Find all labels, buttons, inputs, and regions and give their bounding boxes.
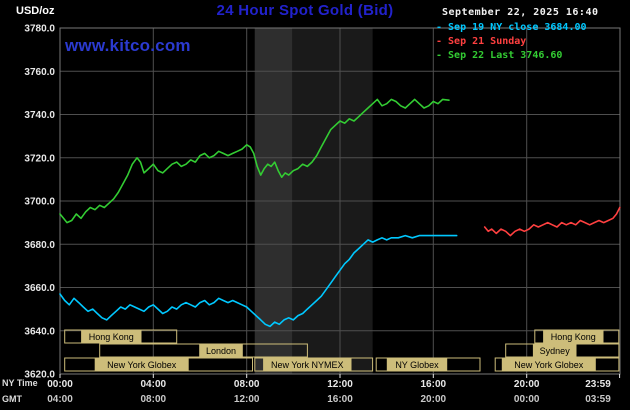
x-tick-label-ny: 04:00: [141, 379, 167, 390]
session-label-chip: [543, 330, 604, 343]
session-box: [534, 329, 620, 344]
session-label: Sydney: [540, 346, 571, 356]
session-box: [99, 343, 308, 358]
session-label-chip: [386, 358, 448, 371]
x-tick-label-gmt: 08:00: [141, 394, 167, 405]
session-label-chip: [532, 344, 577, 357]
session-label: Hong Kong: [89, 332, 134, 342]
x-tick-label-gmt: 03:59: [585, 394, 611, 405]
y-tick-label: 3720.0: [24, 153, 55, 164]
legend-item-sep19: - Sep 19 NY close 3684.00: [436, 22, 587, 33]
gmt-axis-label: GMT: [2, 394, 22, 404]
session-label-chip: [81, 330, 142, 343]
y-tick-label: 3780.0: [24, 24, 55, 35]
session-label: London: [206, 346, 236, 356]
session-label: NY Globex: [395, 360, 439, 370]
session-box: [64, 357, 253, 372]
x-tick-label-ny: 23:59: [585, 379, 611, 390]
y-tick-label: 3620.0: [24, 370, 55, 381]
chart-datetime: September 22, 2025 16:40: [442, 7, 599, 18]
x-tick-label-gmt: 00:00: [514, 394, 540, 405]
session-box: [375, 357, 481, 372]
session-label: New York NYMEX: [271, 360, 344, 370]
y-tick-label: 3740.0: [24, 110, 55, 121]
unit-label: USD/oz: [16, 5, 55, 17]
legend-item-sep21: - Sep 21 Sunday: [436, 36, 527, 47]
legend-item-sep22: - Sep 22 Last 3746.60: [436, 50, 563, 61]
session-label: New York Globex: [107, 360, 177, 370]
chart-legend: - Sep 19 NY close 3684.00 - Sep 21 Sunda…: [436, 21, 587, 63]
session-box: [64, 329, 178, 344]
session-label-chip: [263, 358, 352, 371]
kitco-watermark-link[interactable]: www.kitco.com: [65, 36, 191, 55]
session-label-chip: [501, 358, 596, 371]
session-label: New York Globex: [514, 360, 584, 370]
y-tick-label: 3640.0: [24, 326, 55, 337]
y-tick-label: 3660.0: [24, 283, 55, 294]
x-tick-label-ny: 20:00: [514, 379, 540, 390]
x-tick-label-ny: 12:00: [327, 379, 353, 390]
x-tick-label-gmt: 04:00: [47, 394, 73, 405]
x-tick-label-gmt: 20:00: [421, 394, 447, 405]
series-line-sep-22-last: [59, 98, 450, 224]
x-tick-label-ny: 00:00: [47, 379, 73, 390]
x-tick-label-ny: 08:00: [234, 379, 260, 390]
series-line-sep-21-sunday: [483, 206, 621, 237]
session-label: Hong Kong: [551, 332, 596, 342]
session-box: [254, 357, 374, 372]
y-tick-label: 3760.0: [24, 67, 55, 78]
page-title: 24 Hour Spot Gold (Bid): [216, 2, 394, 19]
x-tick-label-gmt: 12:00: [234, 394, 260, 405]
x-tick-label-gmt: 16:00: [327, 394, 353, 405]
series-line-sep-19-ny-close: [59, 234, 458, 328]
ny-time-axis-label: NY Time: [2, 378, 38, 388]
session-box: [494, 357, 620, 372]
session-box: [505, 343, 620, 358]
session-label-chip: [199, 344, 243, 357]
session-label-chip: [94, 358, 189, 371]
x-tick-label-ny: 16:00: [421, 379, 447, 390]
y-tick-label: 3700.0: [24, 197, 55, 208]
y-tick-label: 3680.0: [24, 240, 55, 251]
